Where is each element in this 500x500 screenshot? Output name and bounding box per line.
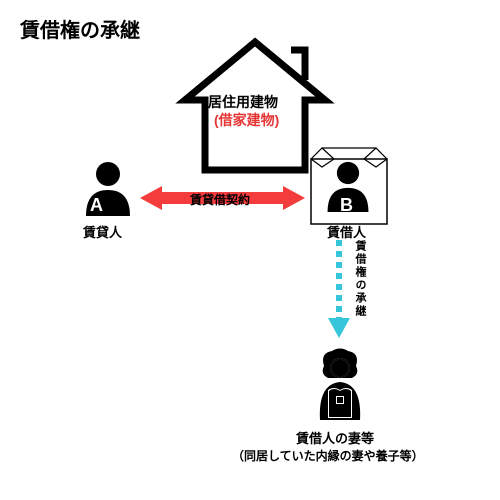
- wife-label: 賃借人の妻等: [296, 428, 374, 447]
- wife-icon: [310, 348, 370, 422]
- person-b-letter: B: [340, 195, 353, 216]
- house-label-1: 居住用建物: [208, 92, 278, 112]
- wife-note: （同居していた内縁の妻や養子等）: [232, 447, 424, 464]
- succession-label: 賃借権の承継: [352, 240, 368, 318]
- house-label-2: (借家建物): [214, 110, 279, 130]
- page-title: 賃借権の承継: [20, 14, 140, 43]
- person-b-role: 賃借人: [327, 222, 366, 241]
- contract-label: 賃貸借契約: [190, 191, 250, 208]
- person-a-role: 賃貸人: [83, 222, 122, 241]
- person-a-letter: A: [90, 195, 103, 216]
- succession-arrow: [328, 240, 350, 340]
- person-a-icon: [80, 160, 136, 216]
